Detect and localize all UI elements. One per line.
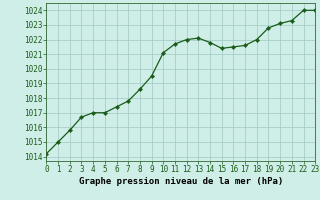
X-axis label: Graphe pression niveau de la mer (hPa): Graphe pression niveau de la mer (hPa) <box>79 177 283 186</box>
